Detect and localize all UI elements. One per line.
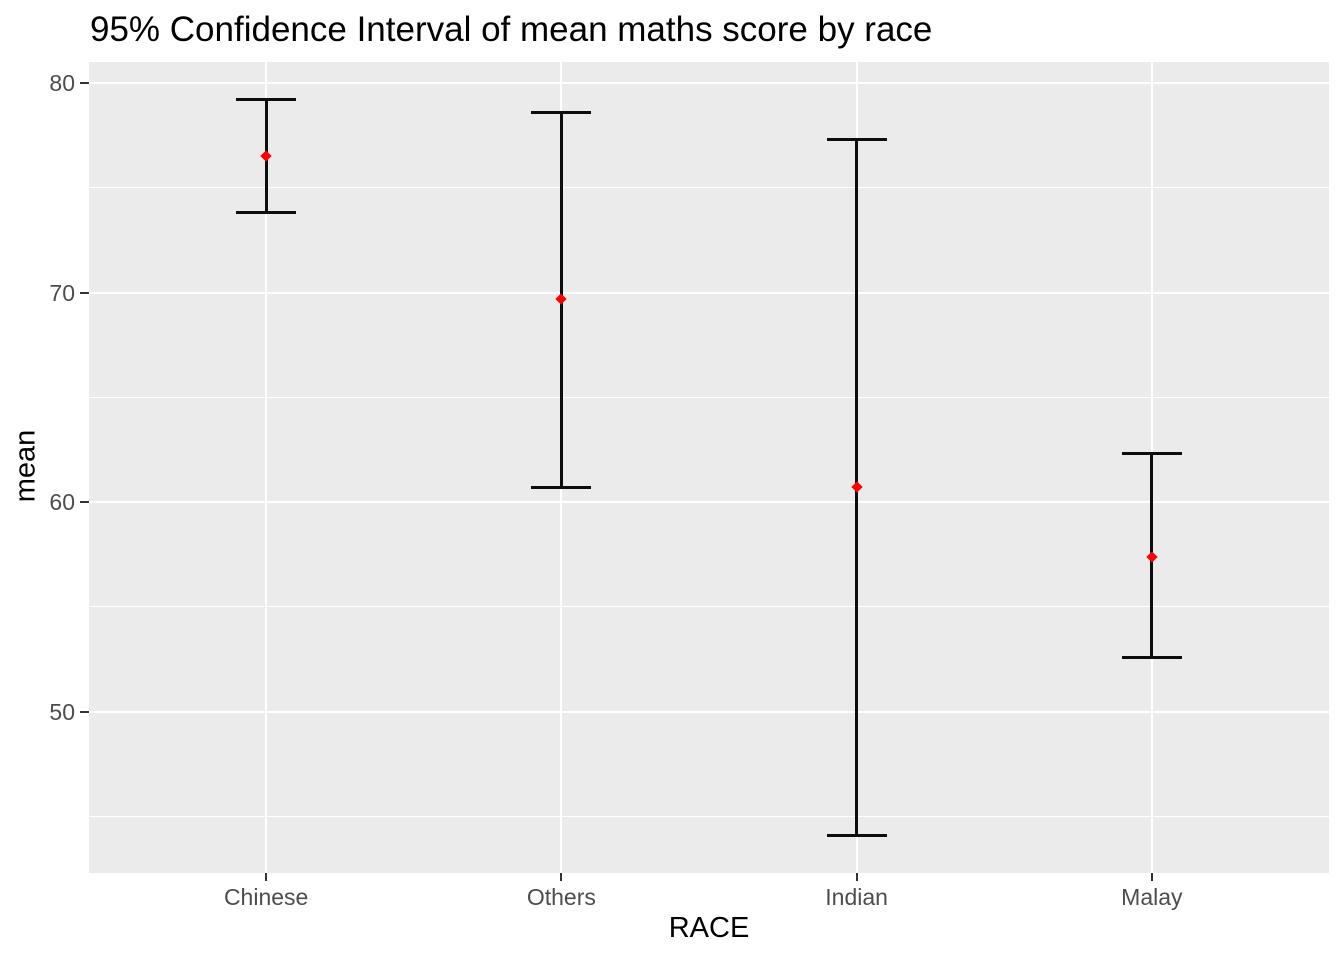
- x-tick-mark-malay: [1150, 873, 1153, 881]
- y-axis-title: mean: [9, 429, 42, 503]
- major-gridline-y-80: [89, 81, 1329, 84]
- x-tick-mark-indian: [855, 873, 858, 881]
- errorbar-bottom-cap-others: [531, 485, 592, 489]
- mean-point-indian: [850, 481, 863, 494]
- x-tick-label-others: Others: [526, 884, 596, 910]
- major-gridline-y-50: [89, 710, 1329, 713]
- x-tick-mark-others: [560, 873, 563, 881]
- errorbar-bottom-cap-indian: [826, 833, 887, 837]
- minor-gridline-y-75: [89, 187, 1329, 189]
- minor-gridline-y-55: [89, 606, 1329, 608]
- x-tick-mark-chinese: [265, 873, 268, 881]
- errorbar-top-cap-others: [531, 110, 592, 114]
- x-tick-label-malay: Malay: [1121, 884, 1183, 910]
- y-tick-mark-70: [80, 291, 89, 294]
- y-tick-mark-80: [80, 81, 89, 84]
- y-tick-label-80: 80: [49, 69, 75, 96]
- x-axis-title: RACE: [668, 912, 750, 944]
- mean-point-chinese: [260, 150, 272, 162]
- errorbar-top-cap-indian: [826, 138, 887, 142]
- x-tick-label-indian: Indian: [825, 884, 888, 910]
- plot-panel: [89, 62, 1329, 873]
- errorbar-bottom-cap-malay: [1121, 655, 1182, 659]
- y-tick-label-60: 60: [49, 489, 75, 516]
- x-tick-label-chinese: Chinese: [223, 884, 309, 910]
- chart-title: 95% Confidence Interval of mean maths sc…: [90, 10, 933, 49]
- mean-point-malay: [1146, 550, 1158, 563]
- minor-gridline-y-45: [89, 815, 1329, 817]
- mean-point-others: [555, 293, 568, 305]
- y-tick-mark-50: [80, 710, 89, 713]
- y-tick-label-50: 50: [49, 698, 75, 725]
- major-gridline-y-70: [89, 291, 1329, 294]
- y-tick-mark-60: [80, 501, 89, 504]
- y-tick-label-70: 70: [49, 279, 75, 306]
- major-gridline-y-60: [89, 501, 1329, 504]
- minor-gridline-y-65: [89, 396, 1329, 398]
- major-gridline-x-chinese: [265, 62, 268, 873]
- errorbar-top-cap-malay: [1121, 452, 1182, 456]
- errorbar-top-cap-chinese: [236, 98, 297, 102]
- errorbar-bottom-cap-chinese: [236, 211, 297, 215]
